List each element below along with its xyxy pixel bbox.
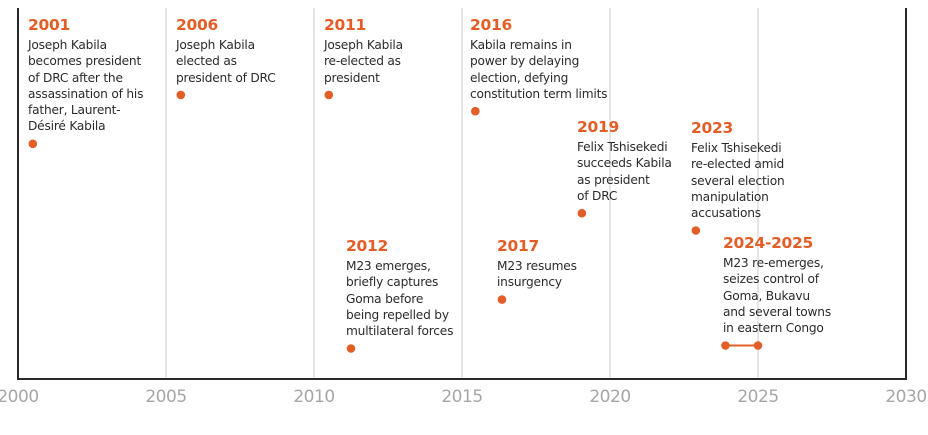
event-dot	[497, 295, 507, 304]
event-dot	[28, 139, 38, 149]
event-description: M23 resumes insurgency	[497, 259, 577, 290]
event-2023: 2023 Felix Tshisekedi re-elected amid sev…	[691, 118, 785, 221]
event-year-label: 2016	[470, 16, 512, 34]
event-2019: 2019 Felix Tshisekedi succeeds Kabila as …	[577, 117, 672, 204]
event-dot	[691, 226, 701, 235]
event-description: Joseph Kabila re-elected as president	[324, 38, 403, 85]
event-year-label: 2011	[324, 16, 366, 34]
x-tick-label-2030: 2030	[885, 387, 927, 407]
event-2017: 2017 M23 resumes insurgency	[497, 236, 577, 291]
event-2012: 2012 M23 emerges, briefly captures Goma b…	[346, 236, 453, 339]
event-year-label: 2019	[577, 118, 619, 136]
event-dot	[324, 90, 334, 100]
x-tick-label-2000: 2000	[0, 387, 39, 407]
event-description: Felix Tshisekedi succeeds Kabila as pres…	[577, 140, 672, 203]
event-dot	[471, 106, 480, 116]
x-tick-label-2025: 2025	[737, 387, 779, 407]
event-dot	[346, 344, 356, 353]
event-year-label: 2023	[691, 119, 733, 137]
event-year-label: 2017	[497, 237, 539, 255]
event-year-label: 2012	[346, 237, 388, 255]
event-year-label: 2006	[176, 16, 218, 34]
event-description: M23 emerges, briefly captures Goma befor…	[346, 259, 454, 339]
event-dot	[176, 90, 186, 100]
event-year-label: 2024-2025	[723, 234, 814, 252]
event-year-label: 2001	[28, 16, 70, 34]
event-description: Felix Tshisekedi re-elected amid several…	[691, 141, 785, 221]
x-tick-label-2020: 2020	[589, 387, 631, 407]
event-dot	[577, 208, 587, 218]
x-tick-label-2005: 2005	[145, 387, 187, 407]
event-description: Joseph Kabila becomes president of DRC a…	[28, 38, 144, 134]
event-2011: 2011 Joseph Kabila re-elected as presiden…	[324, 15, 403, 86]
x-tick-label-2015: 2015	[441, 387, 483, 407]
event-description: Joseph Kabila elected as president of DR…	[176, 38, 276, 85]
event-2016: 2016 Kabila remains in power by delaying …	[470, 15, 607, 102]
event-dot-start	[721, 341, 730, 350]
event-2006: 2006 Joseph Kabila elected as president o…	[176, 15, 276, 86]
event-2001: 2001 Joseph Kabila becomes president of D…	[28, 15, 143, 135]
x-tick-label-2010: 2010	[293, 387, 335, 407]
event-dot-end	[753, 341, 763, 350]
event-description: Kabila remains in power by delaying elec…	[470, 38, 608, 101]
event-description: M23 re-emerges, seizes control of Goma, …	[723, 256, 831, 336]
event-2024-2025: 2024-2025 M23 re-emerges, seizes control …	[723, 233, 831, 336]
